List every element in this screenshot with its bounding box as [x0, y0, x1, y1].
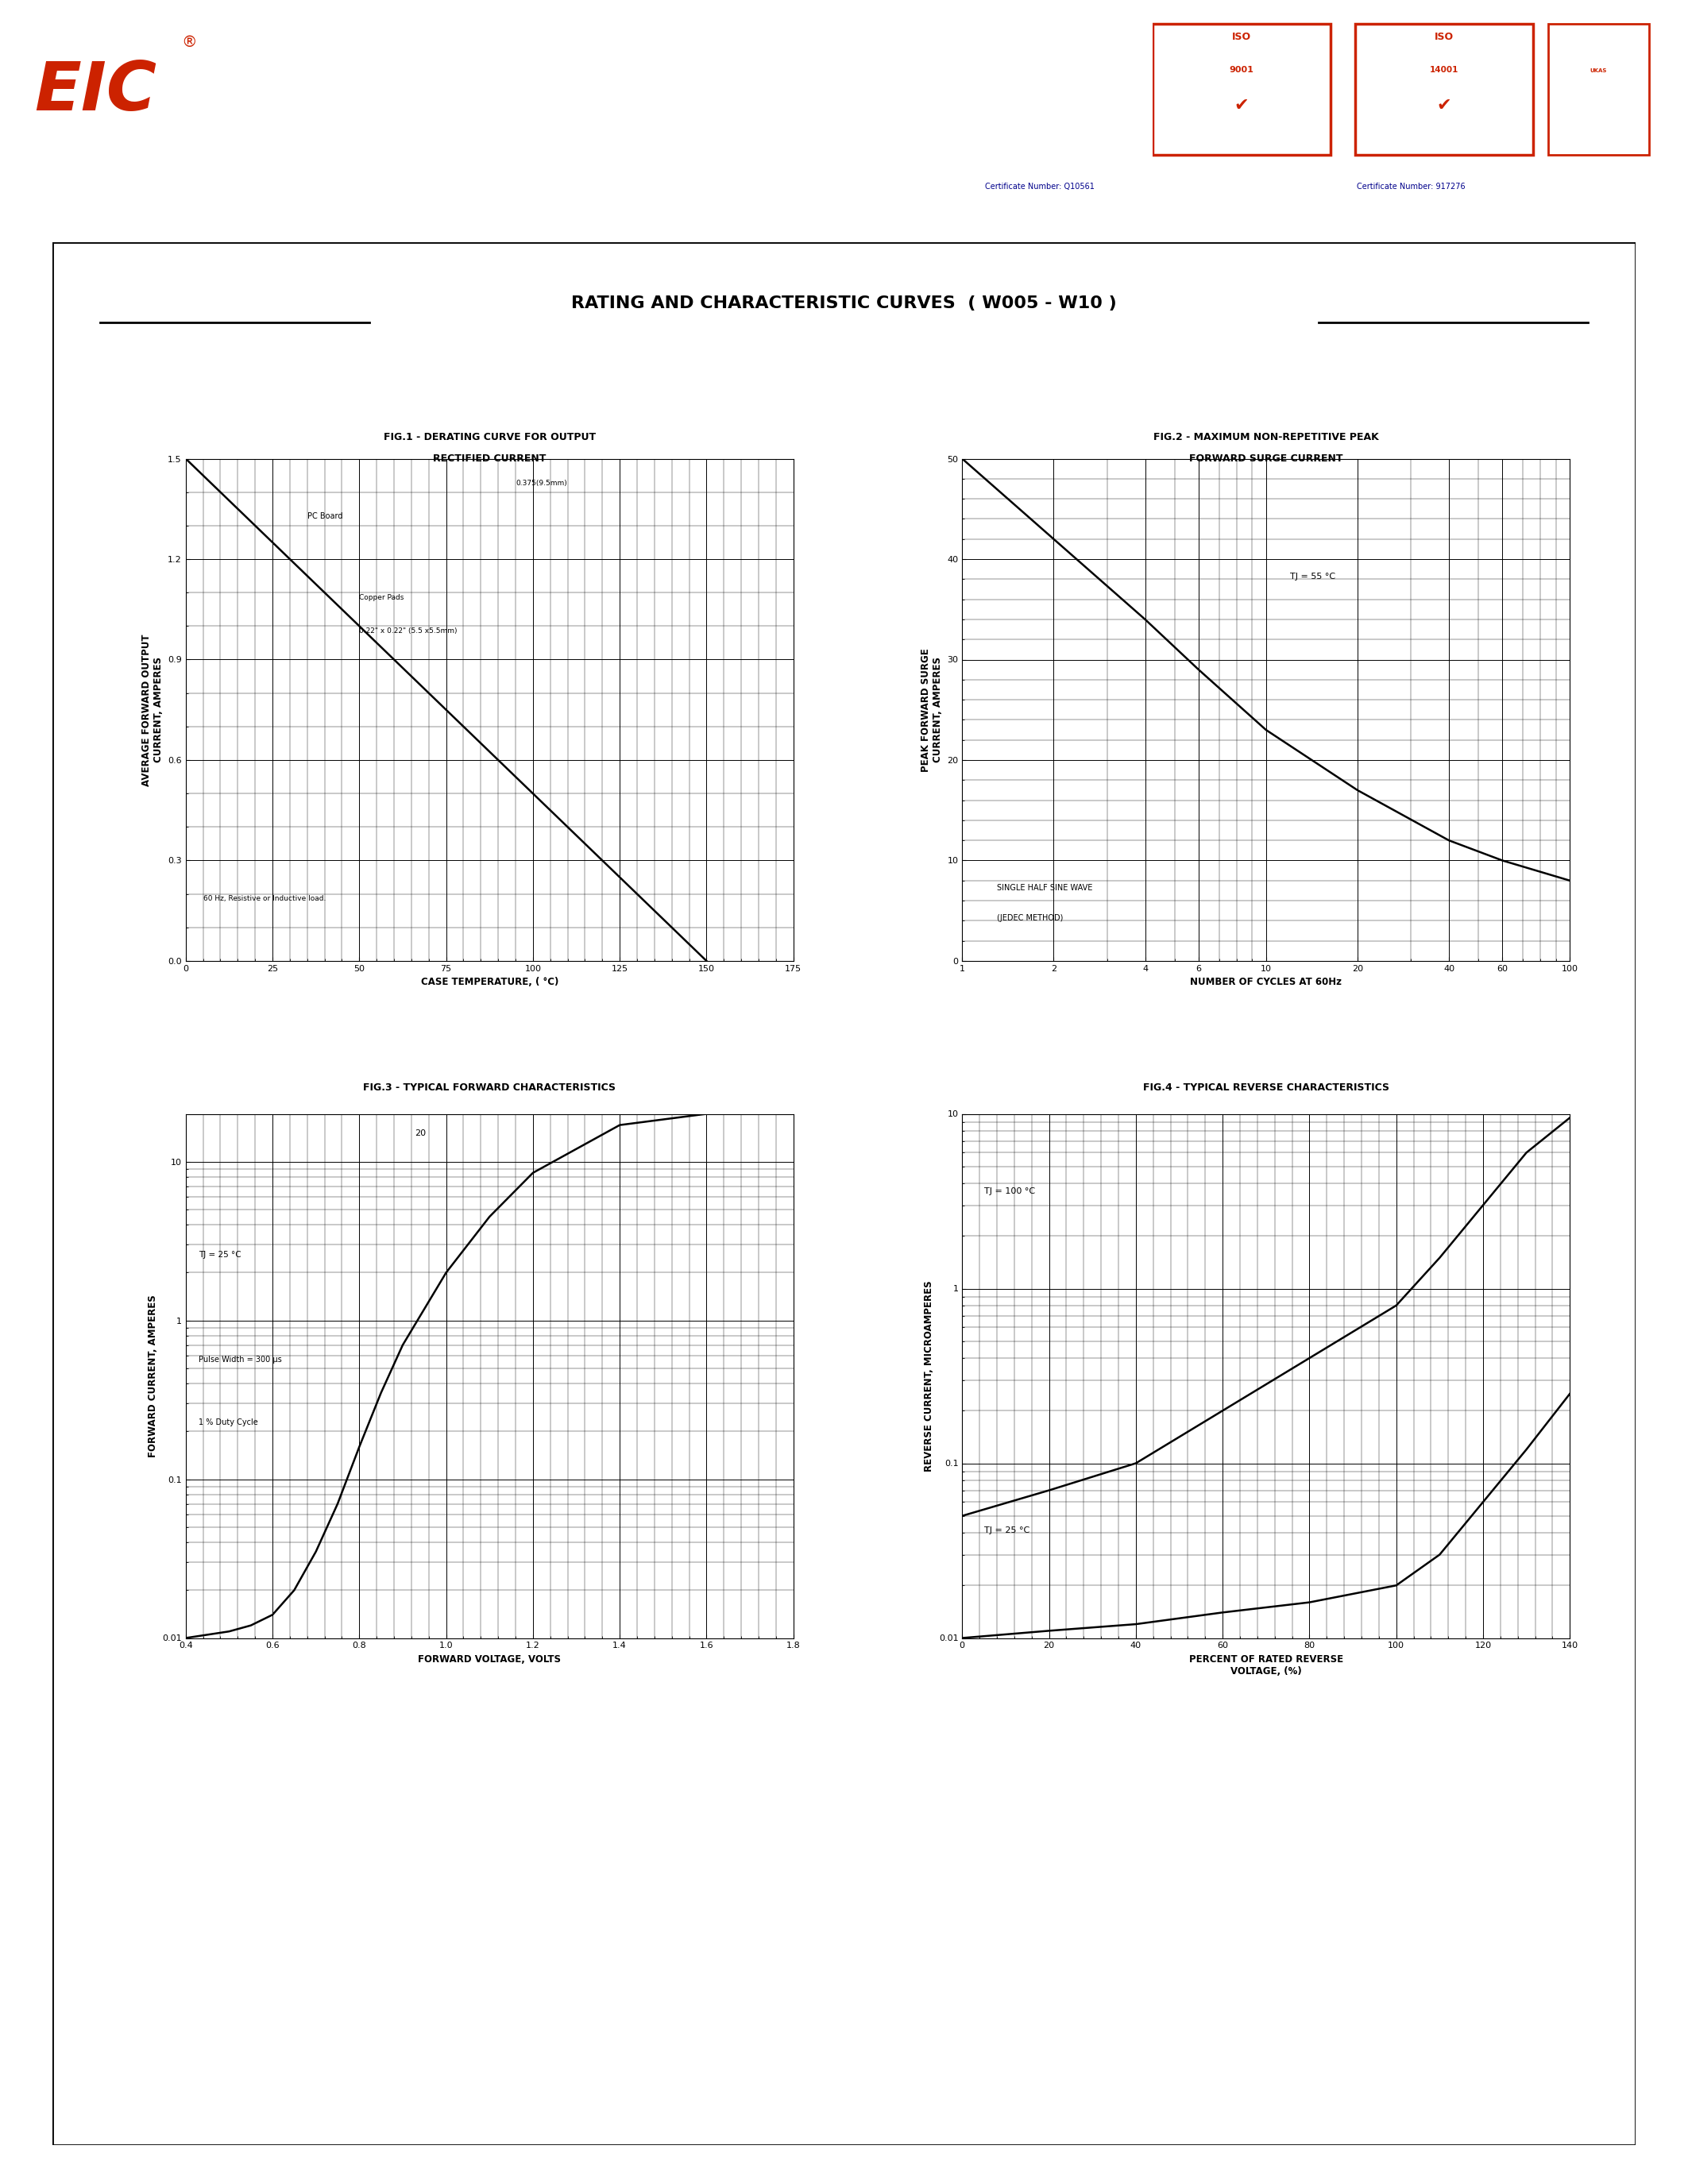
Y-axis label: PEAK FORWARD SURGE
CURRENT, AMPERES: PEAK FORWARD SURGE CURRENT, AMPERES: [920, 649, 942, 771]
Text: UKAS: UKAS: [1590, 68, 1607, 74]
Y-axis label: REVERSE CURRENT, MICROAMPERES: REVERSE CURRENT, MICROAMPERES: [923, 1280, 935, 1472]
Y-axis label: FORWARD CURRENT, AMPERES: FORWARD CURRENT, AMPERES: [147, 1295, 159, 1457]
Bar: [1355, 24, 1533, 155]
Text: FORWARD SURGE CURRENT: FORWARD SURGE CURRENT: [1188, 454, 1344, 463]
Text: ISO: ISO: [1435, 33, 1453, 41]
Text: TJ = 25 °C: TJ = 25 °C: [984, 1527, 1030, 1535]
Text: 60 Hz, Resistive or Inductive load.: 60 Hz, Resistive or Inductive load.: [203, 895, 326, 902]
Text: Certificate Number: 917276: Certificate Number: 917276: [1357, 183, 1465, 190]
Text: FIG.4 - TYPICAL REVERSE CHARACTERISTICS: FIG.4 - TYPICAL REVERSE CHARACTERISTICS: [1143, 1083, 1389, 1092]
Text: 20: 20: [415, 1129, 425, 1138]
Text: 0.375(9.5mm): 0.375(9.5mm): [515, 480, 567, 487]
Text: TJ = 25 °C: TJ = 25 °C: [199, 1251, 241, 1258]
X-axis label: NUMBER OF CYCLES AT 60Hz: NUMBER OF CYCLES AT 60Hz: [1190, 976, 1342, 987]
Text: PC Board: PC Board: [307, 513, 343, 520]
Text: Certificate Number: Q10561: Certificate Number: Q10561: [986, 183, 1094, 190]
Text: ✔: ✔: [1234, 98, 1249, 114]
Text: FIG.1 - DERATING CURVE FOR OUTPUT: FIG.1 - DERATING CURVE FOR OUTPUT: [383, 432, 596, 441]
Text: 9001: 9001: [1229, 66, 1254, 74]
Text: Pulse Width = 300 μs: Pulse Width = 300 μs: [199, 1356, 282, 1363]
Text: 1 % Duty Cycle: 1 % Duty Cycle: [199, 1417, 258, 1426]
Text: ✔: ✔: [1436, 98, 1452, 114]
Text: ®: ®: [182, 35, 197, 50]
Text: ISO: ISO: [1232, 33, 1251, 41]
Y-axis label: AVERAGE FORWARD OUTPUT
CURRENT, AMPERES: AVERAGE FORWARD OUTPUT CURRENT, AMPERES: [142, 633, 164, 786]
Text: Copper Pads: Copper Pads: [360, 594, 403, 601]
Bar: [1548, 24, 1649, 155]
Bar: [1153, 24, 1330, 155]
Text: FIG.3 - TYPICAL FORWARD CHARACTERISTICS: FIG.3 - TYPICAL FORWARD CHARACTERISTICS: [363, 1083, 616, 1092]
Text: RECTIFIED CURRENT: RECTIFIED CURRENT: [432, 454, 547, 463]
X-axis label: FORWARD VOLTAGE, VOLTS: FORWARD VOLTAGE, VOLTS: [419, 1653, 560, 1664]
X-axis label: CASE TEMPERATURE, ( °C): CASE TEMPERATURE, ( °C): [420, 976, 559, 987]
Text: SINGLE HALF SINE WAVE: SINGLE HALF SINE WAVE: [998, 885, 1092, 893]
X-axis label: PERCENT OF RATED REVERSE
VOLTAGE, (%): PERCENT OF RATED REVERSE VOLTAGE, (%): [1188, 1653, 1344, 1677]
Text: FIG.2 - MAXIMUM NON-REPETITIVE PEAK: FIG.2 - MAXIMUM NON-REPETITIVE PEAK: [1153, 432, 1379, 441]
Text: TJ = 100 °C: TJ = 100 °C: [984, 1188, 1035, 1195]
Text: (JEDEC METHOD): (JEDEC METHOD): [998, 915, 1063, 922]
Text: RATING AND CHARACTERISTIC CURVES  ( W005 - W10 ): RATING AND CHARACTERISTIC CURVES ( W005 …: [571, 295, 1117, 312]
Text: TJ = 55 °C: TJ = 55 °C: [1290, 572, 1335, 581]
Text: 0.22" x 0.22" (5.5 x5.5mm): 0.22" x 0.22" (5.5 x5.5mm): [360, 627, 457, 633]
Text: EIC: EIC: [34, 59, 157, 124]
Text: 14001: 14001: [1430, 66, 1458, 74]
